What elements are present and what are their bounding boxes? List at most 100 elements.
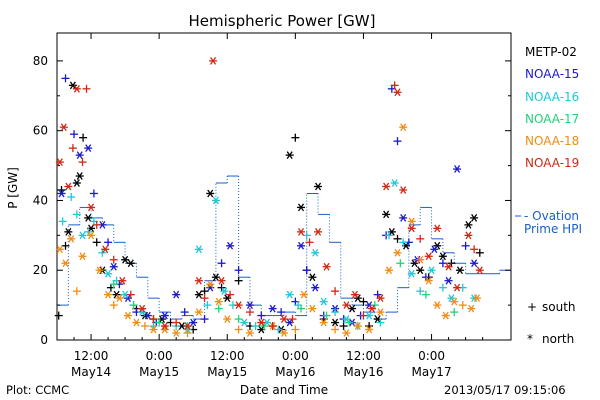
marker-stroke [471, 214, 478, 222]
marker-stroke [122, 290, 129, 299]
data-point-noaa-15 [189, 318, 198, 327]
x-axis-label: Date and Time [240, 383, 328, 397]
data-point-noaa-18 [61, 259, 70, 268]
marker-stroke [207, 280, 214, 289]
data-point-noaa-17 [129, 301, 138, 310]
data-point-metp-02 [314, 182, 323, 191]
data-point-noaa-19 [200, 294, 209, 303]
data-point-noaa-19 [217, 276, 226, 285]
marker-stroke [471, 259, 478, 268]
marker-stroke [173, 290, 180, 299]
data-point-metp-02 [331, 318, 340, 327]
data-point-noaa-19 [444, 262, 453, 271]
data-point-noaa-15 [206, 283, 215, 292]
marker-stroke [113, 290, 120, 299]
data-point-noaa-19 [183, 322, 192, 330]
marker-stroke [58, 189, 65, 198]
data-point-noaa-18 [450, 297, 459, 306]
data-point-metp-02 [64, 227, 73, 236]
data-point-noaa-19 [82, 84, 91, 93]
marker-stroke [116, 294, 123, 303]
legend-north-symbol: * [527, 332, 533, 346]
marker-stroke [402, 241, 410, 250]
marker-stroke [385, 266, 393, 275]
marker-stroke [280, 329, 288, 337]
data-point-noaa-16 [220, 287, 229, 296]
data-point-noaa-16 [416, 287, 425, 296]
data-point-metp-02 [75, 172, 84, 180]
marker-stroke [456, 266, 463, 275]
marker-stroke [439, 252, 446, 261]
marker-stroke [224, 294, 231, 303]
data-point-noaa-18 [342, 329, 351, 337]
x-tick-label-date: May16 [343, 365, 383, 379]
x-tick-label-date: May17 [412, 365, 452, 379]
data-point-noaa-17 [450, 308, 459, 317]
data-point-noaa-19 [359, 311, 368, 320]
data-point-noaa-15 [444, 276, 453, 285]
marker-stroke [473, 294, 480, 303]
data-point-noaa-16 [302, 231, 311, 240]
data-point-noaa-18 [183, 329, 192, 338]
data-point-noaa-19 [297, 227, 306, 236]
y-tick-label: 40 [33, 193, 48, 207]
data-point-noaa-16 [78, 231, 87, 240]
data-point-noaa-18 [72, 287, 81, 296]
data-point-noaa-18 [291, 325, 300, 334]
data-point-noaa-19 [245, 308, 254, 317]
y-axis-label: P [GW] [6, 167, 20, 209]
data-point-metp-02 [297, 203, 306, 212]
data-point-noaa-15 [160, 311, 169, 320]
marker-stroke [383, 210, 390, 219]
data-point-noaa-17 [234, 315, 243, 324]
data-point-noaa-15 [180, 308, 189, 317]
marker-stroke [79, 252, 86, 261]
marker-stroke [235, 301, 242, 309]
marker-stroke [297, 241, 305, 250]
marker-stroke [56, 245, 63, 254]
data-point-metp-02 [475, 248, 484, 257]
marker-stroke [315, 227, 322, 236]
data-point-noaa-15 [461, 241, 470, 250]
data-point-noaa-15 [277, 308, 286, 317]
marker-stroke [280, 315, 288, 323]
data-point-noaa-18 [467, 304, 476, 313]
marker-stroke [468, 304, 475, 313]
data-point-noaa-15 [226, 241, 235, 250]
data-point-noaa-18 [299, 290, 308, 299]
data-point-noaa-15 [75, 151, 84, 159]
data-point-noaa-19 [470, 245, 479, 254]
data-point-noaa-18 [123, 311, 132, 320]
data-point-metp-02 [382, 210, 391, 219]
data-point-noaa-19 [322, 262, 331, 271]
data-point-noaa-18 [245, 329, 254, 337]
data-point-noaa-19 [399, 186, 408, 194]
marker-stroke [73, 179, 80, 187]
data-point-noaa-19 [288, 315, 297, 324]
data-point-noaa-19 [331, 287, 340, 296]
data-point-noaa-18 [433, 301, 442, 309]
marker-stroke [394, 248, 401, 257]
data-point-noaa-19 [64, 182, 73, 191]
data-point-noaa-19 [78, 158, 87, 167]
data-point-noaa-19 [149, 315, 158, 324]
data-point-noaa-18 [407, 217, 416, 226]
marker-stroke [442, 311, 449, 320]
marker-stroke [150, 325, 157, 334]
data-point-noaa-19 [55, 158, 64, 166]
marker-stroke [286, 318, 293, 327]
marker-stroke [445, 276, 452, 285]
y-tick-label: 80 [33, 54, 48, 68]
data-point-noaa-19 [453, 283, 462, 292]
legend-ovation-line1: - Ovation [524, 209, 579, 223]
data-point-noaa-19 [382, 182, 391, 191]
marker-stroke [297, 227, 305, 236]
data-point-noaa-15 [245, 301, 254, 309]
data-point-noaa-19 [407, 224, 416, 233]
data-point-metp-02 [285, 151, 294, 159]
marker-stroke [445, 262, 452, 271]
y-tick-label: 20 [33, 263, 48, 277]
x-axis-ticks: 12:00 May14 0:00 May15 12:00 May15 0:00 May16 12… [56, 33, 484, 379]
marker-stroke [85, 214, 92, 222]
data-point-noaa-16 [98, 248, 107, 257]
